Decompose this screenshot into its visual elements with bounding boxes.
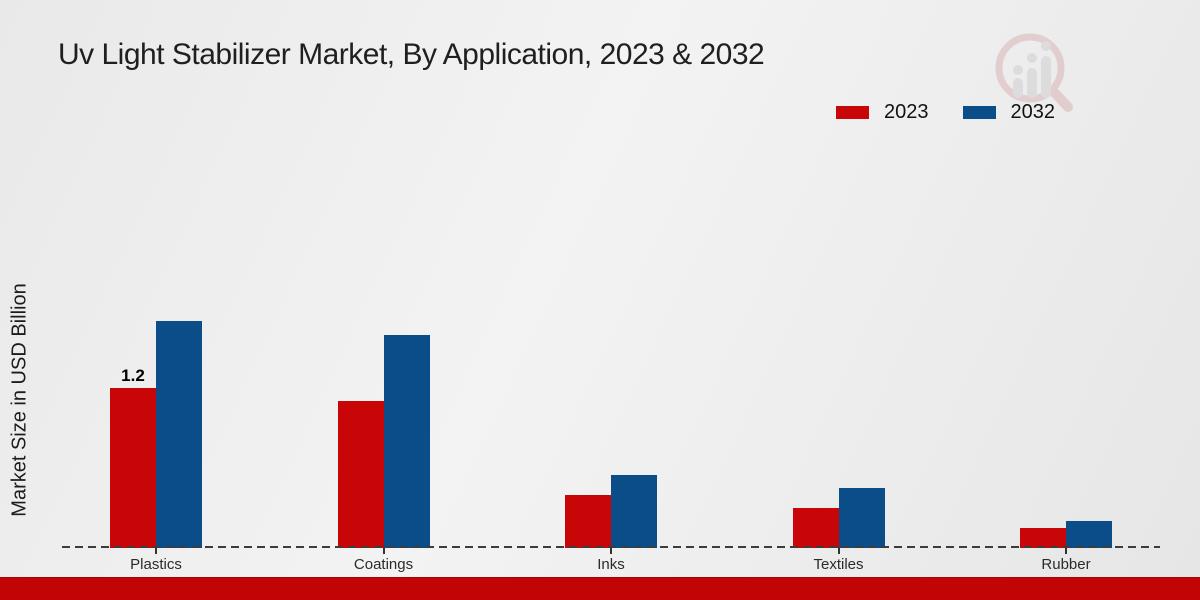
legend: 2023 2032 [836,101,1055,124]
bar-2032-plastics [156,321,202,548]
legend-swatch-2023 [836,106,869,119]
bar-2032-coatings [383,335,430,548]
bar-2032-textiles [838,488,885,548]
x-axis-tick [837,548,840,554]
bar-2023-coatings [337,401,384,548]
x-axis-label-coatings: Coatings [353,556,414,573]
legend-swatch-2032 [962,106,996,119]
legend-label-2023: 2023 [884,101,929,123]
x-axis-line [62,546,1160,548]
chart-title: Uv Light Stabilizer Market, By Applicati… [58,38,765,71]
bar-2032-inks [611,475,657,548]
x-axis-label-textiles: Textiles [813,556,864,573]
legend-label-2032: 2032 [1010,101,1056,123]
x-axis-tick [155,548,157,554]
x-axis-label-rubber: Rubber [1041,556,1091,573]
legend-item-2023: 2023 [836,101,929,124]
bar-value-label: 1.2 [121,366,145,385]
x-axis-label-plastics: Plastics [130,556,182,573]
bar-2023-plastics [110,388,156,548]
bar-2023-rubber [1020,528,1066,548]
footer-bar [0,577,1200,600]
x-axis-label-inks: Inks [597,556,625,573]
brand-watermark-icon [995,33,1073,112]
x-axis-tick [610,548,612,554]
bar-2023-textiles [792,508,839,548]
x-axis-tick [382,548,385,554]
bar-2023-inks [565,495,611,548]
legend-item-2032: 2032 [962,101,1056,124]
x-axis-tick [1065,548,1067,554]
bar-2032-rubber [1066,521,1112,548]
y-axis-label: Market Size in USD Billion [8,283,31,517]
